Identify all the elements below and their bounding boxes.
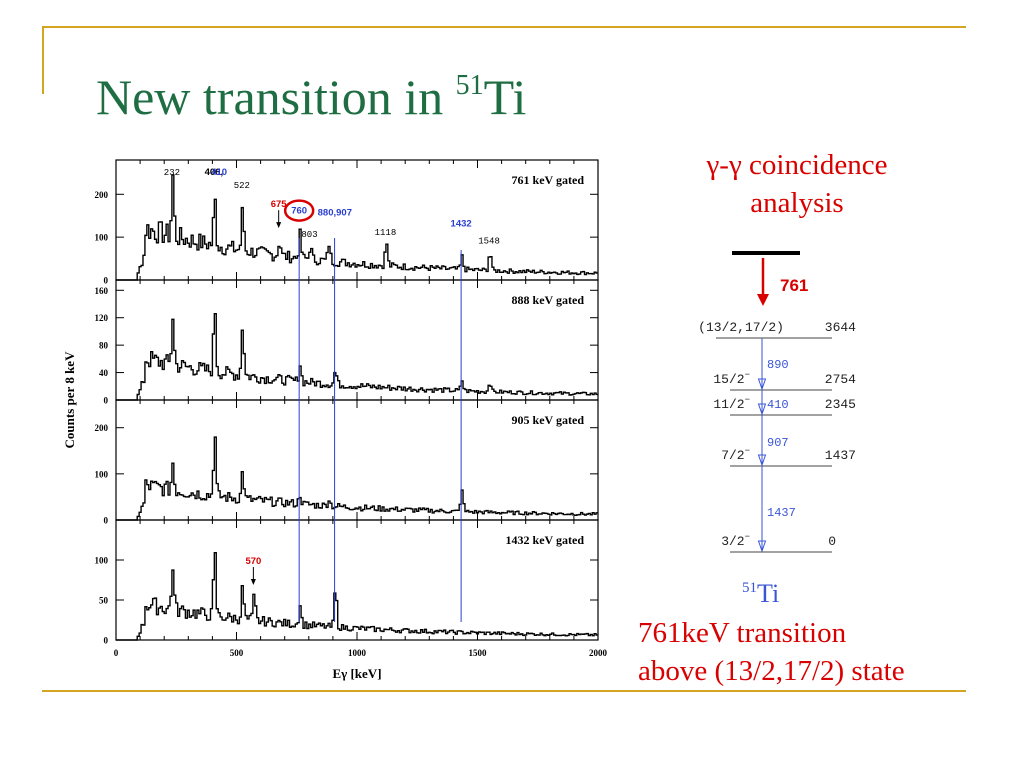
bottom-rule bbox=[42, 690, 966, 692]
nucleus-element: Ti bbox=[757, 579, 779, 608]
level-spin-label: 11/2− bbox=[713, 395, 750, 412]
level-energy-label: 2345 bbox=[825, 397, 856, 412]
gamma-transition-head bbox=[757, 454, 767, 467]
peak-label: 570 bbox=[245, 556, 261, 567]
peak-highlight-circle bbox=[283, 199, 315, 222]
subhead-line-1: γ-γ coincidence bbox=[706, 149, 888, 181]
title-mass: 51 bbox=[455, 70, 484, 101]
level-parity: − bbox=[745, 446, 750, 456]
peak-label: 232 bbox=[164, 168, 180, 178]
feeding-gamma-label: 761 bbox=[780, 276, 808, 295]
panel-gate-label: 888 keV gated bbox=[512, 293, 585, 307]
peak-label: 803 bbox=[301, 230, 317, 240]
spectrum-histogram bbox=[116, 552, 598, 641]
gamma-energy-label: 410 bbox=[767, 398, 789, 412]
peak-label: 522 bbox=[234, 181, 250, 191]
level-spin-label: (13/2,17/2) bbox=[698, 320, 784, 335]
y-tick-label: 40 bbox=[99, 368, 109, 378]
x-tick-label: 1500 bbox=[469, 648, 488, 658]
level-energy-label: 0 bbox=[828, 534, 836, 549]
level-parity: − bbox=[745, 532, 750, 542]
gamma-energy-label: 890 bbox=[767, 358, 789, 372]
y-tick-label: 120 bbox=[95, 313, 109, 323]
peak-label: 1432 bbox=[451, 218, 472, 229]
level-energy-label: 3644 bbox=[825, 320, 856, 335]
level-scheme: 761 (13/2,17/2) 3644 15/2− 2754 11/2− 2345 7/2… bbox=[698, 251, 856, 608]
x-tick-label: 2000 bbox=[589, 648, 608, 658]
peak-label: 880,907 bbox=[318, 208, 352, 219]
peak-label: 410 bbox=[211, 167, 227, 178]
peak-arrow-head bbox=[276, 222, 282, 229]
peak-label: 406, bbox=[205, 167, 224, 178]
y-tick-label: 50 bbox=[99, 596, 109, 606]
subhead-line-2: analysis bbox=[750, 187, 844, 219]
panel-gate-label: 905 keV gated bbox=[512, 413, 585, 427]
x-tick-label: 1000 bbox=[348, 648, 367, 658]
peak-label: 1548 bbox=[478, 237, 500, 247]
y-tick-label: 80 bbox=[99, 341, 109, 351]
peak-arrow-head bbox=[250, 579, 256, 585]
caption-line-2: above (13/2,17/2) state bbox=[638, 655, 905, 687]
spectrum-histogram bbox=[116, 436, 598, 521]
level-spin-label: 7/2− bbox=[721, 446, 750, 463]
y-tick-label: 0 bbox=[104, 636, 109, 646]
y-tick-label: 100 bbox=[95, 469, 109, 479]
gamma-transition-head bbox=[757, 378, 767, 391]
peak-label: 760 bbox=[291, 206, 307, 217]
y-tick-label: 200 bbox=[95, 423, 109, 433]
analysis-subheading: γ-γ coincidence analysis bbox=[652, 146, 942, 222]
y-tick-label: 0 bbox=[104, 276, 109, 286]
spectrum-histogram bbox=[116, 174, 598, 281]
level-energy-label: 1437 bbox=[825, 448, 856, 463]
y-tick-label: 0 bbox=[104, 396, 109, 406]
gamma-energy-label: 1437 bbox=[767, 506, 796, 520]
x-tick-label: 0 bbox=[114, 648, 119, 658]
y-tick-label: 100 bbox=[95, 556, 109, 566]
gamma-transition-head bbox=[757, 540, 767, 553]
nucleus-mass: 51 bbox=[742, 580, 757, 596]
levels-group: (13/2,17/2) 3644 15/2− 2754 11/2− 2345 7/2− 143… bbox=[698, 320, 856, 608]
title-main: New transition in bbox=[96, 69, 456, 125]
level-spin-label: 15/2− bbox=[713, 370, 750, 387]
top-rule bbox=[42, 26, 966, 28]
title-element: Ti bbox=[483, 69, 527, 125]
x-tick-label: 500 bbox=[230, 648, 244, 658]
caption-line-1: 761keV transition bbox=[638, 617, 847, 649]
x-axis-label: Eγ [keV] bbox=[332, 666, 381, 681]
panel-gate-label: 1432 keV gated bbox=[506, 533, 585, 547]
y-tick-label: 160 bbox=[95, 286, 109, 296]
spectrum-histogram bbox=[116, 312, 598, 401]
peak-label: 1118 bbox=[375, 228, 397, 238]
y-axis-label: Counts per 8 keV bbox=[62, 351, 77, 449]
y-tick-label: 0 bbox=[104, 516, 109, 526]
nucleus-label: 51Ti bbox=[742, 579, 779, 608]
level-spin-label: 3/2− bbox=[721, 532, 750, 549]
panel-gate-label: 761 keV gated bbox=[512, 173, 585, 187]
gamma-transition-head bbox=[757, 403, 767, 416]
y-tick-label: 200 bbox=[95, 190, 109, 200]
level-parity: − bbox=[745, 395, 750, 405]
left-rule bbox=[42, 26, 44, 94]
slide-title: New transition in 51Ti bbox=[96, 68, 526, 126]
y-tick-label: 100 bbox=[95, 233, 109, 243]
feeding-gamma-arrow-head bbox=[757, 294, 769, 306]
level-parity: − bbox=[745, 370, 750, 380]
peak-label: 675 bbox=[271, 199, 288, 210]
conclusion-caption: 761keV transition above (13/2,17/2) stat… bbox=[638, 614, 905, 690]
level-energy-label: 2754 bbox=[825, 372, 856, 387]
gamma-energy-label: 907 bbox=[767, 436, 789, 450]
